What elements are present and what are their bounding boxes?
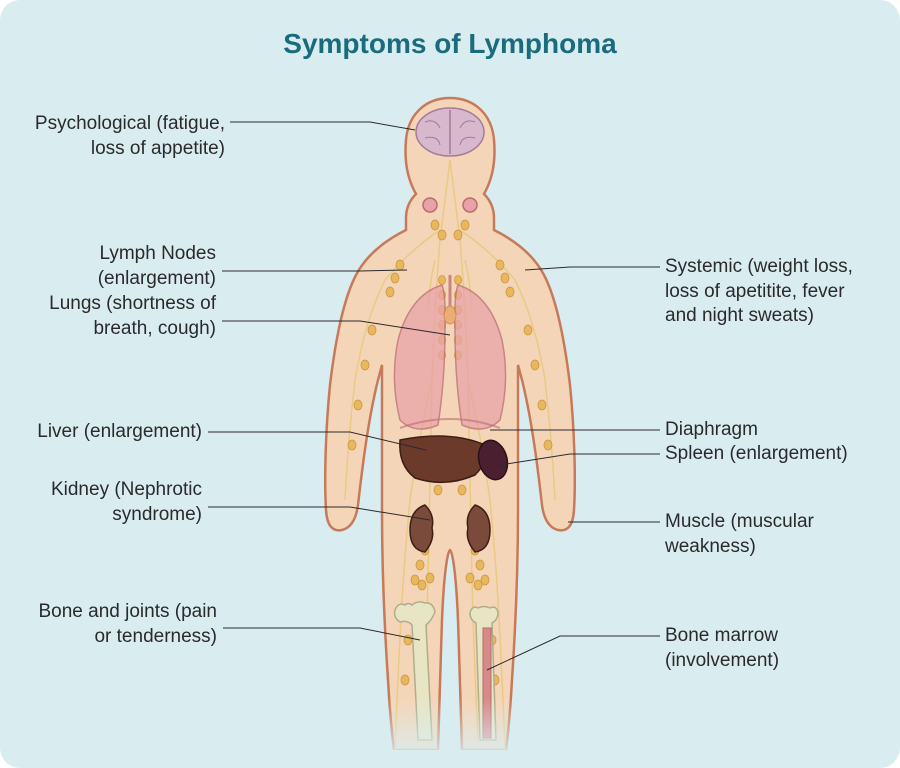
label-systemic: Systemic (weight loss, loss of apetitite… [665, 255, 880, 329]
label-liver: Liver (enlargement) [12, 420, 202, 445]
brain-organ [416, 108, 484, 156]
body-silhouette [325, 98, 575, 750]
neck-node-left [423, 198, 437, 212]
page-title: Symptoms of Lymphoma [0, 0, 900, 60]
neck-node-right [463, 198, 477, 212]
label-bone-joints: Bone and joints (pain or tenderness) [17, 600, 217, 649]
label-bone-marrow: Bone marrow (involvement) [665, 624, 880, 673]
label-diaphragm: Diaphragm [665, 418, 880, 443]
label-muscle: Muscle (muscular weakness) [665, 510, 880, 559]
label-lungs: Lungs (shortness of breath, cough) [26, 292, 216, 341]
label-kidney: Kidney (Nephrotic syndrome) [12, 478, 202, 527]
label-lymph-nodes: Lymph Nodes (enlargement) [26, 242, 216, 291]
diagram-area: Psychological (fatigue, loss of appetite… [0, 70, 900, 768]
liver-organ [400, 436, 486, 482]
infographic-container: Symptoms of Lymphoma [0, 0, 900, 768]
body-figure [290, 80, 610, 750]
label-spleen: Spleen (enlargement) [665, 442, 880, 467]
label-psychological: Psychological (fatigue, loss of appetite… [15, 112, 225, 161]
